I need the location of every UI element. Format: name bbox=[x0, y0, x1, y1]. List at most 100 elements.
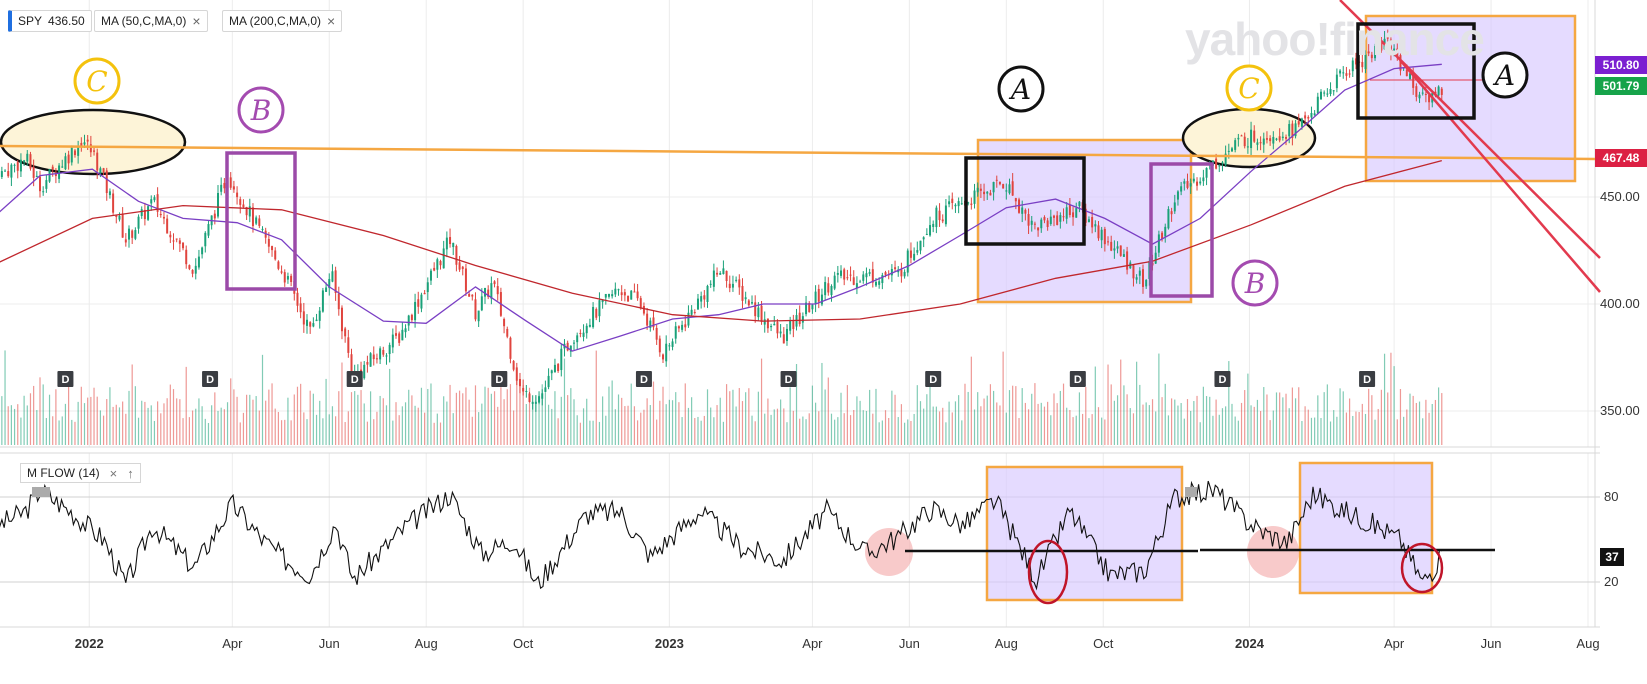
volume-bar bbox=[4, 350, 6, 445]
volume-bar bbox=[478, 412, 480, 445]
candle-body bbox=[744, 297, 747, 300]
candle-body bbox=[185, 249, 188, 265]
volume-bar bbox=[455, 392, 458, 445]
candle-body bbox=[951, 198, 954, 203]
candle-body bbox=[820, 294, 823, 305]
volume-bar bbox=[916, 385, 918, 445]
candle-body bbox=[280, 271, 283, 273]
candle-body bbox=[900, 269, 903, 277]
volume-bar bbox=[1062, 383, 1065, 445]
candle-body bbox=[1186, 181, 1189, 188]
candle-body bbox=[1370, 54, 1373, 59]
candle-body bbox=[299, 303, 302, 313]
indicator-chip[interactable]: M FLOW (14) × ↑ bbox=[20, 463, 141, 483]
volume-bar bbox=[977, 392, 979, 445]
letter-circle bbox=[1481, 51, 1529, 99]
arrow-up-icon[interactable]: ↑ bbox=[127, 465, 134, 481]
x-tick-label: Aug bbox=[1576, 636, 1599, 651]
x-tick-label: 2022 bbox=[75, 636, 104, 651]
close-icon[interactable]: × bbox=[327, 13, 336, 29]
volume-bar bbox=[735, 406, 737, 445]
volume-bar bbox=[662, 386, 664, 445]
volume-bar bbox=[350, 392, 353, 445]
candle-body bbox=[420, 294, 423, 309]
volume-bar bbox=[792, 410, 794, 445]
volume-bar bbox=[220, 407, 222, 445]
candle-body bbox=[582, 332, 585, 337]
candle-body bbox=[878, 281, 881, 285]
candle-body bbox=[929, 225, 932, 236]
volume-bar bbox=[786, 422, 788, 445]
volume-bar bbox=[729, 391, 731, 445]
candle-body bbox=[849, 274, 852, 276]
volume-bar bbox=[671, 400, 674, 445]
x-tick-label: Apr bbox=[802, 636, 823, 651]
candle-body bbox=[39, 176, 41, 192]
candle-body bbox=[1269, 138, 1272, 142]
volume-bar bbox=[1018, 418, 1020, 445]
candle-body bbox=[1297, 121, 1300, 125]
ma200-chip[interactable]: MA (200,C,MA,0) × bbox=[222, 10, 343, 32]
volume-bar bbox=[595, 350, 597, 445]
volume-bar bbox=[176, 398, 178, 445]
volume-bar bbox=[204, 418, 206, 445]
candle-body bbox=[989, 192, 992, 196]
volume-bar bbox=[1387, 392, 1389, 445]
volume-bar bbox=[773, 409, 775, 445]
volume-bar bbox=[481, 403, 483, 445]
candle-body bbox=[93, 150, 96, 152]
candle-body bbox=[1068, 204, 1071, 216]
ma50-chip[interactable]: MA (50,C,MA,0) × bbox=[94, 10, 208, 32]
volume-bar bbox=[71, 419, 73, 445]
candle-body bbox=[182, 242, 185, 249]
volume-bar bbox=[513, 410, 515, 445]
candle-body bbox=[134, 230, 137, 239]
candle-body bbox=[4, 170, 7, 172]
candle-body bbox=[1154, 252, 1157, 264]
ma50-line bbox=[0, 63, 1442, 352]
volume-bar bbox=[195, 408, 197, 445]
volume-bar bbox=[1418, 401, 1421, 445]
candle-body bbox=[954, 204, 957, 207]
candle-body bbox=[89, 144, 92, 153]
volume-bar bbox=[309, 390, 311, 445]
volume-bar bbox=[1326, 384, 1328, 445]
candle-body bbox=[382, 349, 385, 355]
candle-body bbox=[725, 270, 728, 281]
close-icon[interactable]: × bbox=[192, 13, 201, 29]
candle-body bbox=[153, 197, 156, 201]
volume-bar bbox=[795, 364, 798, 445]
volume-bar bbox=[493, 391, 496, 445]
candle-body bbox=[188, 265, 191, 269]
candle-body bbox=[585, 325, 588, 334]
volume-bar bbox=[17, 404, 19, 445]
close-icon[interactable]: × bbox=[109, 465, 118, 481]
candle-body bbox=[773, 323, 776, 326]
candle-body bbox=[1161, 232, 1164, 240]
candle-body bbox=[86, 139, 89, 142]
candle-body bbox=[595, 309, 598, 318]
candle-body bbox=[388, 344, 391, 354]
candle-body bbox=[611, 294, 614, 297]
volume-bar bbox=[1374, 419, 1376, 445]
volume-bar bbox=[1056, 403, 1058, 445]
candle-body bbox=[906, 250, 909, 273]
volume-bar bbox=[926, 394, 928, 445]
candle-body bbox=[468, 293, 471, 297]
candle-body bbox=[512, 361, 515, 370]
volume-bar bbox=[1136, 361, 1138, 445]
candle-body bbox=[598, 300, 601, 317]
symbol-chip[interactable]: SPY 436.50 bbox=[8, 10, 92, 32]
candle-body bbox=[576, 335, 579, 343]
volume-bar bbox=[827, 377, 829, 445]
candle-body bbox=[1396, 48, 1399, 57]
volume-bar bbox=[903, 422, 906, 445]
volume-bar bbox=[1345, 412, 1348, 445]
candle-body bbox=[1428, 94, 1431, 103]
candle-body bbox=[716, 272, 719, 275]
candle-body bbox=[1196, 181, 1199, 186]
candle-body bbox=[792, 320, 795, 330]
candle-body bbox=[1393, 48, 1396, 51]
candle-body bbox=[903, 271, 906, 277]
